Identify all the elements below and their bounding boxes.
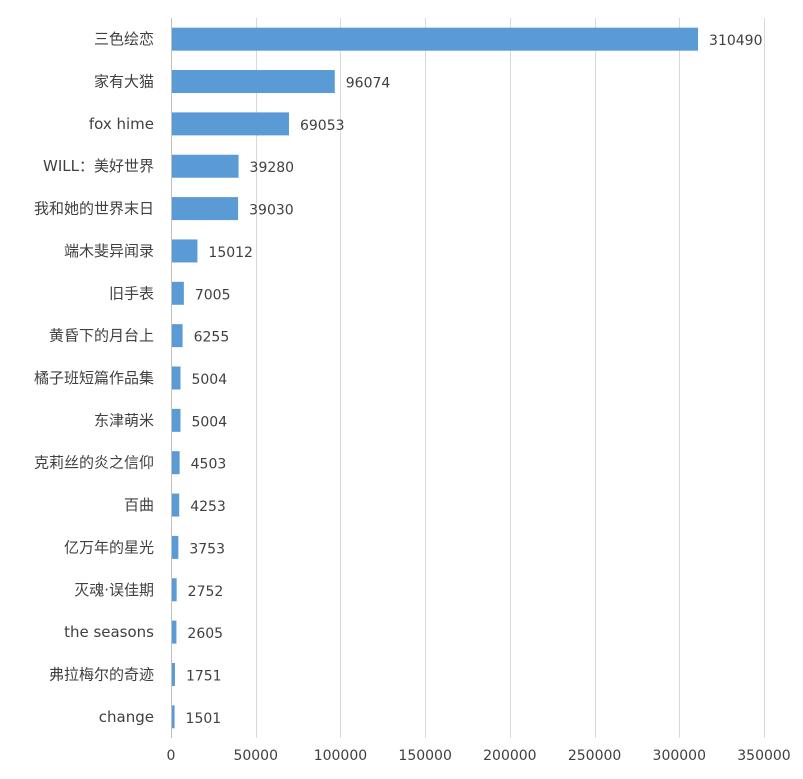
bar xyxy=(172,408,181,432)
category-label: 旧手表 xyxy=(109,284,154,302)
category-label: WILL：美好世界 xyxy=(43,157,154,175)
bar xyxy=(172,535,179,559)
data-label: 4503 xyxy=(191,457,227,473)
data-label: 5004 xyxy=(191,372,227,388)
category-label: 东津萌米 xyxy=(94,411,154,429)
bar xyxy=(172,620,177,644)
x-axis-tick-labels: 0 50000 100000 150000 200000 250000 300000 3500… xyxy=(167,748,791,764)
category-label: 家有大猫 xyxy=(94,73,154,91)
data-label: 3753 xyxy=(189,541,225,557)
bar xyxy=(172,27,699,51)
x-tick-label: 300000 xyxy=(653,748,706,764)
x-tick-label: 50000 xyxy=(233,748,278,764)
category-label: 三色绘恋 xyxy=(94,30,154,48)
value-labels: 310490 96074 69053 39280 39030 15012 7005 6255 5… xyxy=(186,33,763,727)
category-label: 黄昏下的月台上 xyxy=(49,327,154,345)
data-label: 39280 xyxy=(250,160,295,176)
category-label: 灭魂·误佳期 xyxy=(74,581,154,599)
x-tick-label: 350000 xyxy=(737,748,790,764)
bar xyxy=(172,662,175,686)
data-label: 2605 xyxy=(187,626,223,642)
data-label: 15012 xyxy=(208,245,253,261)
data-label: 96074 xyxy=(346,76,391,92)
bar xyxy=(172,493,180,517)
category-label: 百曲 xyxy=(124,496,154,514)
category-label: 克莉丝的炎之信仰 xyxy=(34,454,154,472)
bar xyxy=(172,324,183,348)
x-tick-label: 250000 xyxy=(568,748,621,764)
category-label: 橘子班短篇作品集 xyxy=(34,369,154,387)
category-label: fox hime xyxy=(89,115,154,133)
bar xyxy=(172,705,175,729)
bar xyxy=(172,578,177,602)
category-label: change xyxy=(99,708,154,726)
category-label: 端木斐异闻录 xyxy=(64,242,154,260)
category-label: 我和她的世界末日 xyxy=(34,200,154,218)
category-label: the seasons xyxy=(64,623,154,641)
data-label: 2752 xyxy=(188,584,224,600)
x-tick-label: 100000 xyxy=(314,748,367,764)
bar xyxy=(172,112,289,136)
bar xyxy=(172,197,239,221)
bar-layer xyxy=(172,27,699,729)
bar xyxy=(172,70,335,94)
data-label: 69053 xyxy=(300,118,345,134)
x-tick-label: 200000 xyxy=(483,748,536,764)
data-label: 1501 xyxy=(186,711,222,727)
bar xyxy=(172,366,181,390)
bar xyxy=(172,281,184,305)
data-label: 310490 xyxy=(709,33,762,49)
data-label: 7005 xyxy=(195,287,231,303)
bar xyxy=(172,451,180,475)
grid-layer xyxy=(171,18,765,738)
data-label: 5004 xyxy=(191,414,227,430)
data-label: 1751 xyxy=(186,668,222,684)
category-label: 亿万年的星光 xyxy=(64,538,154,556)
data-label: 4253 xyxy=(190,499,226,515)
bar xyxy=(172,239,198,263)
x-tick-label: 0 xyxy=(167,748,176,764)
bar xyxy=(172,154,239,178)
category-label: 弗拉梅尔的奇迹 xyxy=(49,665,154,683)
x-tick-label: 150000 xyxy=(398,748,451,764)
data-label: 39030 xyxy=(249,203,294,219)
data-label: 6255 xyxy=(194,330,230,346)
